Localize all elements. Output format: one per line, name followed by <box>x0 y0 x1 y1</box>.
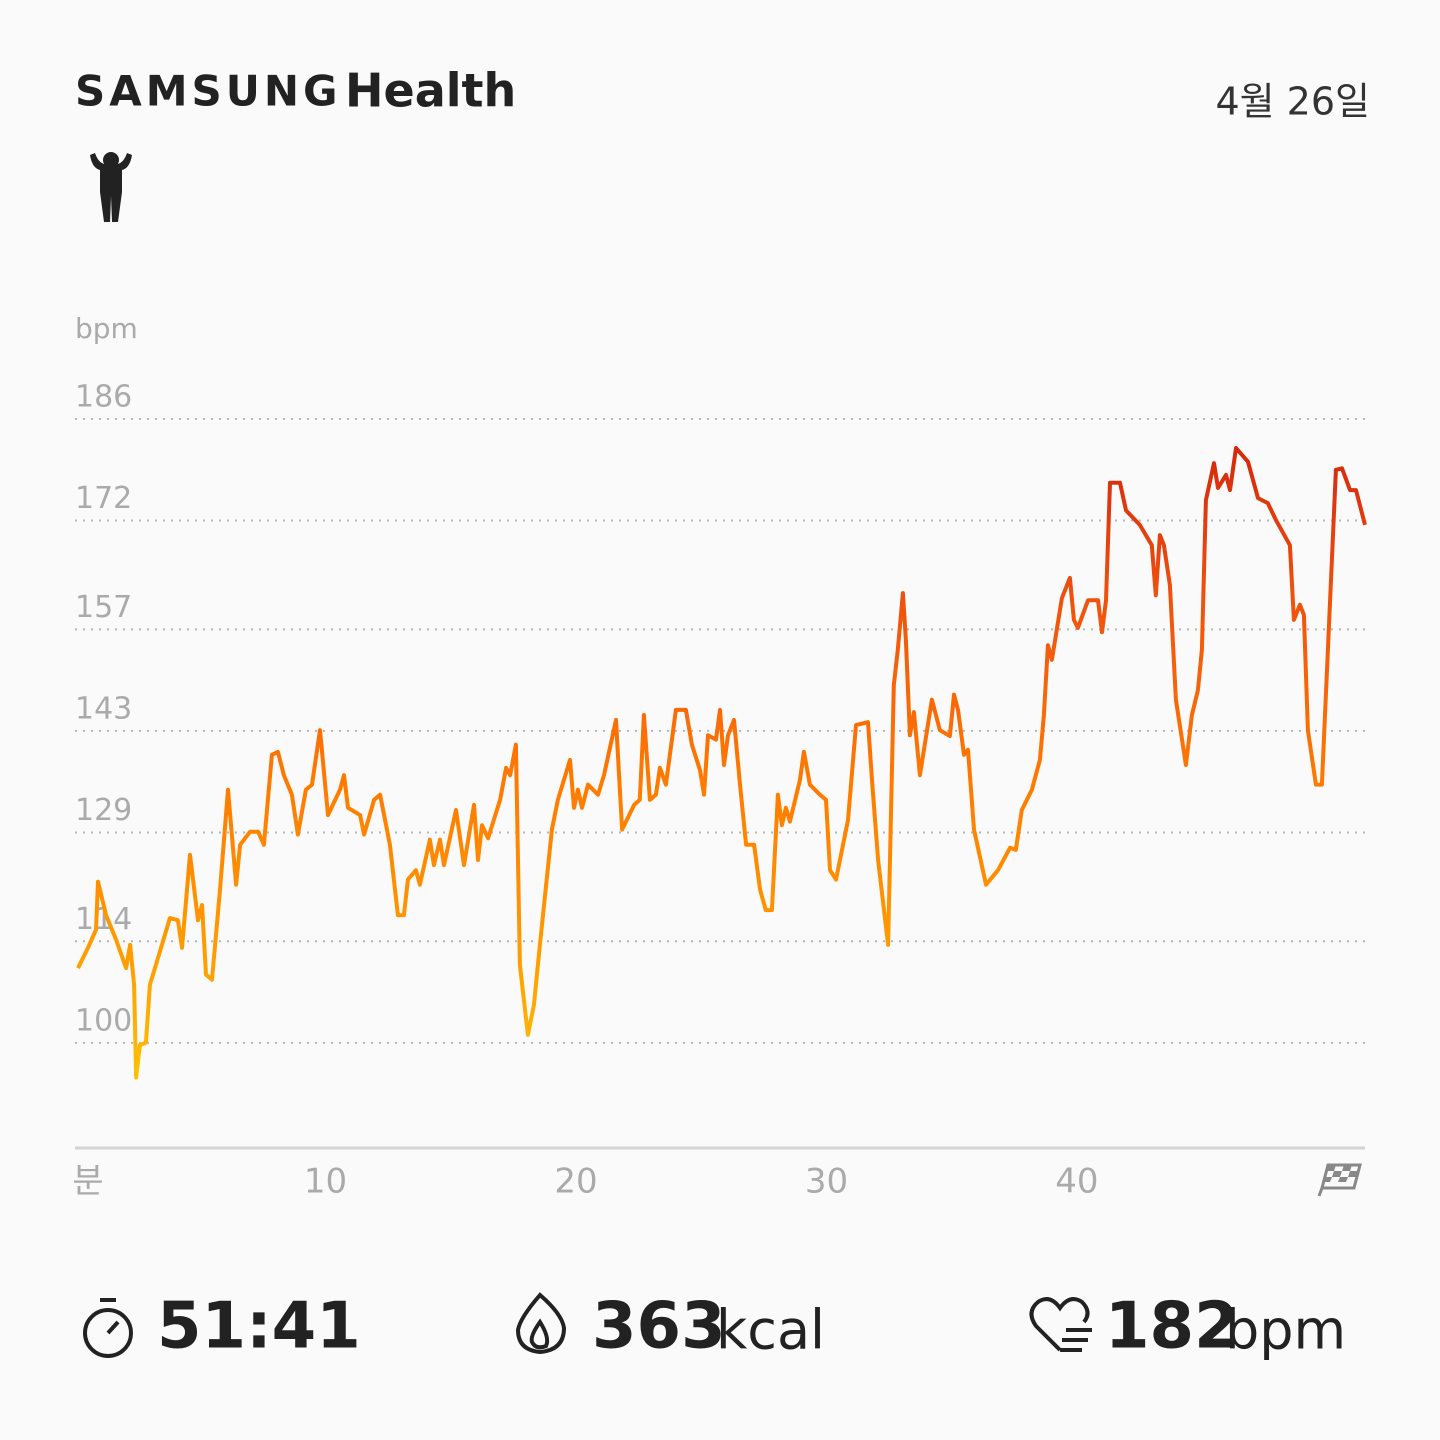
y-tick-label: 143 <box>75 691 132 726</box>
y-tick-label: 157 <box>75 590 132 625</box>
workout-icon <box>90 152 132 222</box>
x-tick-label: 10 <box>304 1162 347 1202</box>
x-tick-label: 20 <box>554 1162 597 1202</box>
x-tick-label: 40 <box>1055 1162 1098 1202</box>
finish-flag <box>1317 1163 1362 1197</box>
y-tick-label: 129 <box>75 793 132 828</box>
x-tick-label: 30 <box>805 1162 848 1202</box>
brand-name: SAMSUNG <box>75 67 342 116</box>
calories-unit: kcal <box>716 1299 825 1362</box>
heart-rate-unit: bpm <box>1225 1299 1346 1362</box>
heart-rate-icon <box>1029 1297 1092 1352</box>
max-heart-rate: 182 <box>1105 1290 1239 1364</box>
calories: 363 <box>592 1290 726 1364</box>
duration: 51:41 <box>157 1290 361 1364</box>
app-name: Health <box>345 64 516 118</box>
y-tick-label: 186 <box>75 380 132 415</box>
date: 4월 26일 <box>1215 80 1370 124</box>
y-tick-label: 172 <box>75 481 132 516</box>
calorie-icon <box>515 1292 567 1355</box>
y-tick-label: 100 <box>75 1003 132 1038</box>
heart-rate-line <box>76 446 1367 1080</box>
stopwatch-icon <box>83 1298 133 1358</box>
y-axis-unit: bpm <box>75 312 138 345</box>
x-axis-unit: 분 <box>72 1162 103 1202</box>
